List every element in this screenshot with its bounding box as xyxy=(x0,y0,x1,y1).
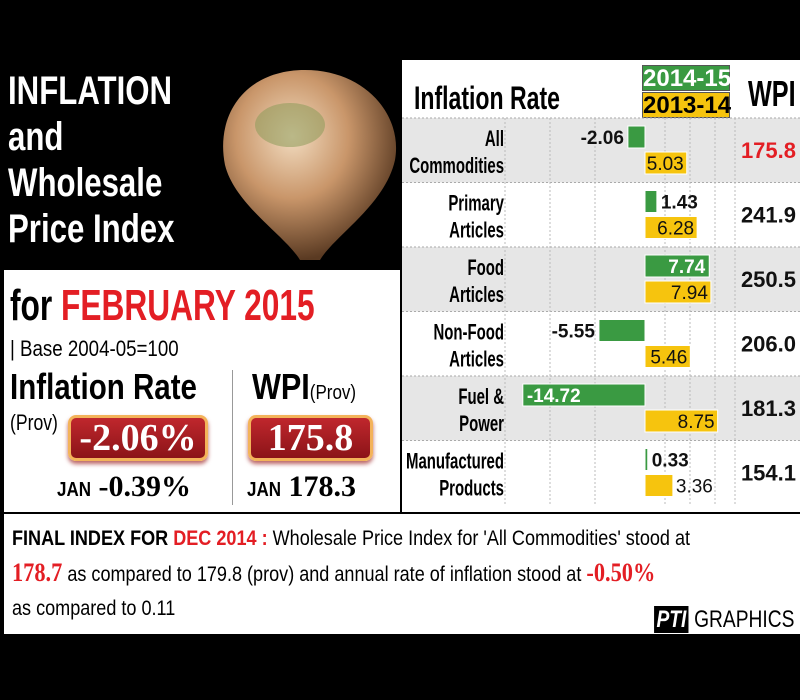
divider xyxy=(232,370,233,505)
legend-2013-14: 2013-14 xyxy=(642,92,732,119)
wpi-value: 250.5 xyxy=(741,267,796,292)
main-title: INFLATION and Wholesale Price Index xyxy=(8,68,174,252)
bar-value-label: 8.75 xyxy=(678,412,715,433)
row-band xyxy=(402,118,800,183)
bar-2014-15 xyxy=(522,383,646,407)
title-panel: INFLATION and Wholesale Price Index xyxy=(0,60,400,275)
inflation-rate-label: Inflation Rate xyxy=(10,366,197,407)
category-label: Articles xyxy=(449,282,504,307)
currency-balloon-illustration xyxy=(223,70,397,275)
wpi-value-badge: 175.8 xyxy=(248,415,373,461)
inflation-jan: JAN -0.39% xyxy=(54,470,191,509)
jan-label: JAN xyxy=(247,479,282,501)
title-line: Price Index xyxy=(8,207,175,251)
category-label: Manufactured xyxy=(406,449,504,474)
bar-value-label: 5.03 xyxy=(647,154,684,175)
month: FEBRUARY 2015 xyxy=(61,281,315,330)
wpi-value: 206.0 xyxy=(741,332,796,357)
category-label: Products xyxy=(439,476,504,501)
bar-value-label: 5.46 xyxy=(650,348,687,369)
title-line: INFLATION xyxy=(8,69,173,113)
category-label: Articles xyxy=(449,218,504,243)
credit-text: GRAPHICS xyxy=(693,606,794,633)
jan-value: -0.39% xyxy=(98,470,191,503)
bar-value-label: 7.94 xyxy=(671,283,708,304)
title-line: and xyxy=(8,115,64,159)
legend-2014-15: 2014-15 xyxy=(642,65,732,92)
inflation-prov-label: (Prov) xyxy=(10,410,58,435)
category-label: Non-Food xyxy=(433,320,504,345)
bar-2013-14 xyxy=(644,345,691,368)
bar-2013-14 xyxy=(644,216,698,239)
period-heading: for FEBRUARY 2015 xyxy=(10,282,315,330)
chart-panel: Inflation Rate 2014-15 2013-14 WPI All Co… xyxy=(402,60,800,512)
wpi-value: 175.8 xyxy=(741,138,796,163)
bar-value-label: 1.43 xyxy=(661,193,698,214)
category-label: Articles xyxy=(449,347,504,372)
credit: PTI GRAPHICS xyxy=(653,606,794,634)
footer-text1: Wholesale Price Index for 'All Commoditi… xyxy=(272,527,691,550)
title-line: Wholesale xyxy=(8,161,163,205)
wpi-column-header: WPI xyxy=(748,73,796,114)
bar-2013-14 xyxy=(644,474,674,497)
footer-text2: as compared to 179.8 (prov) and annual r… xyxy=(67,563,582,586)
wpi-jan: JAN 178.3 xyxy=(244,470,356,509)
footer-value1: 178.7 xyxy=(12,558,63,587)
bar-chart: AllCommodities175.8-2.065.03PrimaryArtic… xyxy=(402,117,800,505)
footer-value2: -0.50% xyxy=(586,558,656,587)
bar-value-label: 0.33 xyxy=(652,451,689,472)
bar-2013-14 xyxy=(644,151,688,175)
bar-value-label: -2.06 xyxy=(581,128,624,149)
footer: FINAL INDEX FOR DEC 2014 : Wholesale Pri… xyxy=(4,512,800,634)
jan-value: 178.3 xyxy=(288,470,356,503)
bar-2014-15 xyxy=(627,125,646,149)
inflation-value-badge: -2.06% xyxy=(68,415,208,461)
footer-lead: FINAL INDEX FOR xyxy=(12,527,169,550)
category-label: Fuel & xyxy=(458,384,504,409)
category-label: All xyxy=(485,126,504,151)
bar-value-label: 3.36 xyxy=(676,477,713,498)
wpi-value: 181.3 xyxy=(741,396,796,421)
summary-panel: for FEBRUARY 2015 | Base 2004-05=100 Inf… xyxy=(4,270,400,512)
footer-text: FINAL INDEX FOR DEC 2014 : Wholesale Pri… xyxy=(12,522,790,626)
jan-label: JAN xyxy=(57,479,92,501)
chart-title: Inflation Rate xyxy=(414,80,560,116)
wpi-label-text: WPI xyxy=(252,366,310,407)
bar-2014-15 xyxy=(598,319,646,342)
bar-value-label: -14.72 xyxy=(527,386,581,407)
row-band xyxy=(402,247,800,312)
pti-logo: PTI xyxy=(653,606,689,633)
footer-text3: as compared to 0.11 xyxy=(12,597,176,620)
wpi-label: WPI(Prov) xyxy=(252,368,356,412)
category-label: Food xyxy=(467,255,504,280)
bar-2013-14 xyxy=(644,409,719,433)
bar-value-label: -5.55 xyxy=(552,322,596,343)
bar-2013-14 xyxy=(644,280,712,304)
category-label: Primary xyxy=(448,191,504,216)
bar-2014-15 xyxy=(644,448,649,471)
bar-value-label: 6.28 xyxy=(657,219,694,240)
category-label: Power xyxy=(459,411,504,436)
category-label: Commodities xyxy=(409,153,504,178)
footer-month: DEC 2014 : xyxy=(173,527,268,550)
wpi-prov-label: (Prov) xyxy=(309,382,357,404)
base-year: | Base 2004-05=100 xyxy=(10,336,179,361)
wpi-value: 154.1 xyxy=(741,461,796,486)
bar-2014-15 xyxy=(644,190,658,213)
bar-value-label: 7.74 xyxy=(668,257,705,278)
for-prefix: for xyxy=(10,281,53,330)
bar-2014-15 xyxy=(644,254,710,278)
wpi-value: 241.9 xyxy=(741,203,796,228)
